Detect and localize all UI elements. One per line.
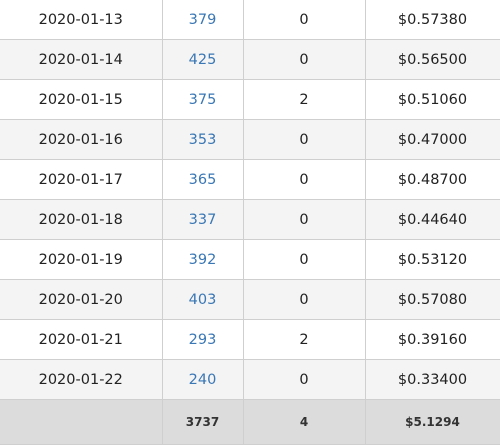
date-cell: 2020-01-21 <box>0 319 163 360</box>
views-link[interactable]: 337 <box>161 199 244 240</box>
total-views: 3737 <box>161 399 244 445</box>
clicks-cell: 0 <box>242 199 366 240</box>
clicks-cell: 2 <box>242 319 366 360</box>
total-earnings: $5.1294 <box>364 399 500 445</box>
table-row: 2020-01-14 425 0 $0.56500 <box>0 39 500 80</box>
table-row: 2020-01-13 379 0 $0.57380 <box>0 0 500 40</box>
clicks-cell: 0 <box>242 0 366 40</box>
clicks-cell: 2 <box>242 79 366 120</box>
date-cell: 2020-01-16 <box>0 119 163 160</box>
earnings-cell: $0.57380 <box>364 0 500 40</box>
totals-label-cell <box>0 399 163 445</box>
table-row: 2020-01-17 365 0 $0.48700 <box>0 159 500 200</box>
date-cell: 2020-01-20 <box>0 279 163 320</box>
earnings-cell: $0.39160 <box>364 319 500 360</box>
views-link[interactable]: 293 <box>161 319 244 360</box>
views-link[interactable]: 403 <box>161 279 244 320</box>
date-cell: 2020-01-14 <box>0 39 163 80</box>
table-row: 2020-01-15 375 2 $0.51060 <box>0 79 500 120</box>
earnings-cell: $0.44640 <box>364 199 500 240</box>
date-cell: 2020-01-19 <box>0 239 163 280</box>
table-row: 2020-01-16 353 0 $0.47000 <box>0 119 500 160</box>
table-row: 2020-01-19 392 0 $0.53120 <box>0 239 500 280</box>
views-link[interactable]: 379 <box>161 0 244 40</box>
table-row: 2020-01-18 337 0 $0.44640 <box>0 199 500 240</box>
views-link[interactable]: 365 <box>161 159 244 200</box>
date-cell: 2020-01-22 <box>0 359 163 400</box>
totals-row: 3737 4 $5.1294 <box>0 399 500 445</box>
views-link[interactable]: 353 <box>161 119 244 160</box>
date-cell: 2020-01-15 <box>0 79 163 120</box>
date-cell: 2020-01-17 <box>0 159 163 200</box>
clicks-cell: 0 <box>242 159 366 200</box>
earnings-cell: $0.47000 <box>364 119 500 160</box>
clicks-cell: 0 <box>242 39 366 80</box>
table-row: 2020-01-22 240 0 $0.33400 <box>0 359 500 400</box>
date-cell: 2020-01-18 <box>0 199 163 240</box>
views-link[interactable]: 375 <box>161 79 244 120</box>
clicks-cell: 0 <box>242 119 366 160</box>
clicks-cell: 0 <box>242 239 366 280</box>
clicks-cell: 0 <box>242 279 366 320</box>
clicks-cell: 0 <box>242 359 366 400</box>
earnings-cell: $0.51060 <box>364 79 500 120</box>
date-cell: 2020-01-13 <box>0 0 163 40</box>
views-link[interactable]: 240 <box>161 359 244 400</box>
total-clicks: 4 <box>242 399 366 445</box>
table-row: 2020-01-21 293 2 $0.39160 <box>0 319 500 360</box>
earnings-cell: $0.48700 <box>364 159 500 200</box>
views-link[interactable]: 392 <box>161 239 244 280</box>
earnings-cell: $0.33400 <box>364 359 500 400</box>
table-row: 2020-01-20 403 0 $0.57080 <box>0 279 500 320</box>
earnings-cell: $0.53120 <box>364 239 500 280</box>
views-link[interactable]: 425 <box>161 39 244 80</box>
earnings-cell: $0.56500 <box>364 39 500 80</box>
earnings-cell: $0.57080 <box>364 279 500 320</box>
